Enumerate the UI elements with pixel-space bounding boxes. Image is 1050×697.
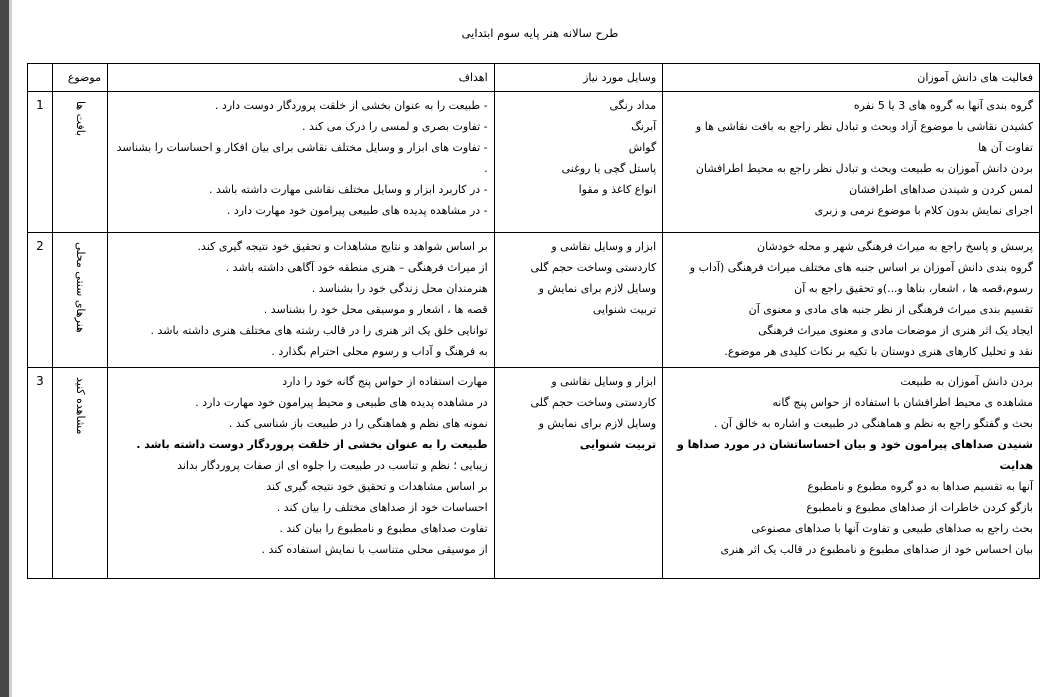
page-title: طرح سالانه هنر پایه سوم ابتدایی	[461, 26, 619, 40]
goals-line: - تفاوت های ابزار و وسایل مختلف نقاشی بر…	[116, 141, 488, 175]
row-number: 3	[27, 367, 53, 579]
tools-line: ابزار و وسایل نقاشی و	[551, 240, 657, 253]
goals-line: زیبایی ؛ نظم و تناسب در طبیعت را جلوه ای…	[177, 459, 488, 472]
activities-line: لمس کردن و شیندن صداهای اطرافشان	[849, 183, 1033, 196]
activities-line: شنیدن صداهای پیرامون خود و بیان احساساتش…	[676, 438, 1033, 472]
activities-line: آنها به تقسیم صداها به دو گروه مطبوع و ن…	[807, 480, 1033, 493]
activities-line: مشاهده ی محیط اطرافشان با استفاده از حوا…	[772, 396, 1033, 409]
topic-cell: هنرهای سنتی محلی	[51, 232, 108, 368]
activities-line: بردن دانش آموزان به طبیعت	[900, 375, 1033, 388]
tools-cell: ابزار و وسایل نقاشی و کاردستی وساخت حجم گ…	[493, 367, 664, 579]
goals-line: هنرمندان محل زندگی خود را بشناسد .	[311, 282, 488, 295]
activities-line: ایجاد یک اثر هنری از موضعات مادی و معنوی…	[758, 324, 1033, 337]
activities-line: بیان احساس خود از صداهای مطبوع و نامطبوع…	[720, 543, 1033, 556]
header-activities: فعالیت های دانش آموزان	[662, 63, 1040, 92]
tools-line: کاردستی وساخت حجم گلی	[530, 396, 657, 409]
goals-line: نمونه های نظم و هماهنگی را در طبیعت باز …	[228, 417, 488, 430]
header-goals: اهداف	[106, 63, 495, 92]
goals-line: قصه ها ، اشعار و موسیقی محل خود را بشناس…	[263, 303, 488, 316]
tools-line: وسایل لازم برای نمایش و	[538, 282, 657, 295]
table-row: پرسش و پاسخ راجع به میراث فرهنگی شهر و م…	[27, 232, 1040, 368]
header-number	[27, 63, 53, 92]
goals-line: مهارت استفاده از حواس پنج گانه خود را دا…	[282, 375, 488, 388]
goals-line: از موسیقی محلی متناسب با نمایش استفاده ک…	[261, 543, 488, 556]
goals-line: تفاوت صداهای مطبوع و نامطبوع را بیان کند…	[279, 522, 488, 535]
tools-line: پاستل گچی یا روغنی	[561, 162, 657, 175]
goals-line: بر اساس شواهد و نتایج مشاهدات و تحقیق خو…	[197, 240, 488, 253]
tools-line: مداد رنگی	[609, 99, 657, 112]
table-row: بردن دانش آموزان به طبیعت مشاهده ی محیط ا…	[27, 367, 1040, 579]
activities-cell: گروه بندی آنها به گروه های 3 یا 5 نفره کش…	[662, 91, 1040, 233]
goals-cell: - طبیعت را به عنوان بخشی از خلقت پروردگا…	[106, 91, 495, 233]
tools-line: آبرنگ	[631, 120, 657, 133]
window-edge-highlight	[9, 0, 12, 697]
activities-line: نقد و تحلیل کارهای هنری دوستان با تکیه ب…	[724, 345, 1033, 358]
goals-line: از میراث فرهنگی – هنری منطقه خود آگاهی د…	[225, 261, 488, 274]
goals-line: - در کاربرد ابزار و وسایل مختلف نقاشی مه…	[208, 183, 488, 196]
goals-line: طبیعت را به عنوان بخشی از خلقت پروردگار …	[136, 438, 488, 451]
activities-line: بحث راجع به صداهای طبیعی و تفاوت آنها با…	[751, 522, 1033, 535]
topic-cell: مشاهده کنید	[51, 367, 108, 579]
topic-label: مشاهده کنید	[73, 377, 87, 435]
activities-cell: بردن دانش آموزان به طبیعت مشاهده ی محیط ا…	[662, 367, 1040, 579]
goals-cell: مهارت استفاده از حواس پنج گانه خود را دا…	[106, 367, 495, 579]
activities-line: اجرای نمایش بدون کلام با موضوع نرمی و زب…	[814, 204, 1033, 217]
lesson-plan-table: فعالیت های دانش آموزان وسایل مورد نیاز ا…	[27, 63, 1040, 579]
row-number: 2	[27, 232, 53, 368]
header-topic: موضوع	[51, 63, 108, 92]
goals-line: - تفاوت بصری و لمسی را درک می کند .	[301, 120, 488, 133]
tools-line: گواش	[628, 141, 657, 154]
activities-line: پرسش و پاسخ راجع به میراث فرهنگی شهر و م…	[757, 240, 1033, 253]
goals-line: بر اساس مشاهدات و تحقیق خود نتیجه گیری ک…	[266, 480, 488, 493]
activities-line: بردن دانش آموزان به طبیعت وبحث و تبادل ن…	[695, 162, 1033, 175]
tools-line: تربیت شنوایی	[579, 438, 657, 451]
topic-label: بافت ها	[73, 101, 87, 137]
goals-line: در مشاهده پدیده های طبیعی و محیط پیرامون…	[195, 396, 488, 409]
goals-cell: بر اساس شواهد و نتایج مشاهدات و تحقیق خو…	[106, 232, 495, 368]
topic-label: هنرهای سنتی محلی	[73, 242, 87, 333]
header-tools: وسایل مورد نیاز	[493, 63, 664, 92]
goals-line: - در مشاهده پدیده های طبیعی پیرامون خود …	[226, 204, 488, 217]
goals-line: توانایی خلق یک اثر هنری را در قالب رشته …	[150, 324, 488, 337]
goals-line: احساسات خود از صداهای مختلف را بیان کند …	[276, 501, 488, 514]
tools-line: کاردستی وساخت حجم گلی	[530, 261, 657, 274]
tools-cell: مداد رنگی آبرنگ گواش پاستل گچی یا روغنی انوا…	[493, 91, 664, 233]
tools-line: انواع کاغذ و مقوا	[578, 183, 657, 196]
topic-cell: بافت ها	[51, 91, 108, 233]
tools-cell: ابزار و وسایل نقاشی و کاردستی وساخت حجم گ…	[493, 232, 664, 368]
activities-line: بازگو کردن خاطرات از صداهای مطبوع و نامط…	[806, 501, 1033, 514]
table-header-row: فعالیت های دانش آموزان وسایل مورد نیاز ا…	[27, 63, 1040, 92]
table-row: گروه بندی آنها به گروه های 3 یا 5 نفره کش…	[27, 91, 1040, 233]
activities-line: کشیدن نقاشی با موضوع آزاد وبحث و تبادل ن…	[695, 120, 1033, 154]
activities-line: بحث و گفتگو راجع به نظم و هماهنگی در طبی…	[713, 417, 1033, 430]
activities-line: گروه بندی دانش آموزان بر اساس جنبه های م…	[689, 261, 1033, 295]
goals-line: - طبیعت را به عنوان بخشی از خلقت پروردگا…	[214, 99, 488, 112]
tools-line: تربیت شنوایی	[592, 303, 657, 316]
activities-line: گروه بندی آنها به گروه های 3 یا 5 نفره	[853, 99, 1033, 112]
activities-line: تقسیم بندی میراث فرهنگی از نظر جنبه های …	[748, 303, 1033, 316]
row-number: 1	[27, 91, 53, 233]
window-edge	[0, 0, 9, 697]
tools-line: وسایل لازم برای نمایش و	[538, 417, 657, 430]
goals-line: به فرهنگ و آداب و رسوم محلی احترام بگذار…	[271, 345, 488, 358]
activities-cell: پرسش و پاسخ راجع به میراث فرهنگی شهر و م…	[662, 232, 1040, 368]
tools-line: ابزار و وسایل نقاشی و	[551, 375, 657, 388]
